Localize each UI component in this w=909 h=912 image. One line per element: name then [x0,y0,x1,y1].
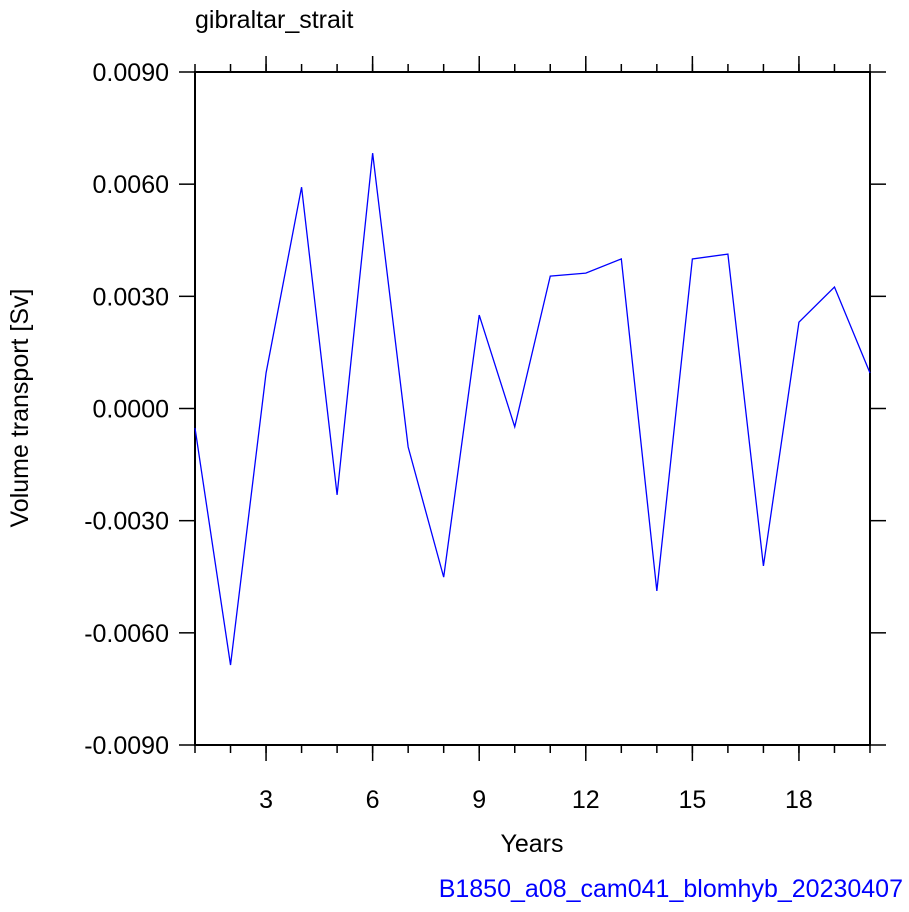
data-line [194,153,871,666]
x-tick-label: 12 [572,786,600,814]
subtitle: B1850_a08_cam041_blomhyb_20230407 [439,875,903,903]
x-tick-label: 3 [259,786,273,814]
plot-frame [194,71,871,746]
y-tick-label: 0.0090 [93,59,169,87]
x-tick-label: 9 [472,786,486,814]
x-tick-label: 6 [366,786,380,814]
x-tick-label: 18 [785,786,813,814]
x-tick-label: 15 [678,786,706,814]
chart-title: gibraltar_strait [195,6,353,34]
y-tick-label: 0.0060 [93,171,169,199]
x-axis-label: Years [500,830,563,858]
y-axis-label: Volume transport [Sv] [6,288,34,527]
y-tick-label: -0.0090 [84,732,169,760]
y-tick-label: -0.0060 [84,620,169,648]
y-tick-label: 0.0030 [93,283,169,311]
y-tick-label: -0.0030 [84,508,169,536]
y-tick-label: 0.0000 [93,396,169,424]
